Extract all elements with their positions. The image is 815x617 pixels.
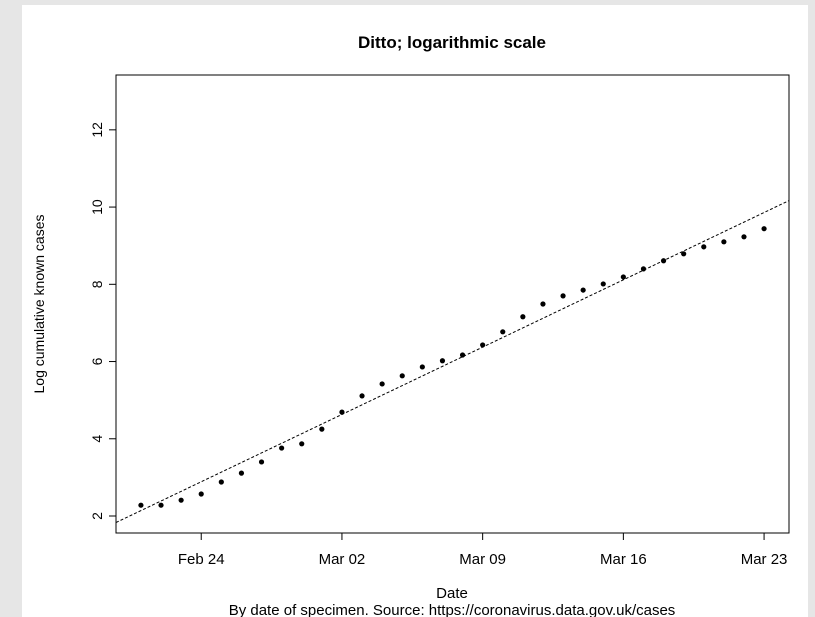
point [439,358,446,364]
point [258,459,265,465]
point [218,479,224,485]
chart-title: Ditto; logarithmic scale [358,33,546,52]
point [761,226,767,232]
plot-box [115,74,790,534]
point [339,409,345,415]
point [560,293,566,299]
point [660,258,667,264]
point [279,445,285,451]
x-tick-label: Mar 09 [459,551,506,568]
point [419,364,425,370]
point [640,266,647,272]
point [138,502,144,508]
point [500,329,506,335]
point [359,393,365,399]
point [600,281,606,287]
point [480,342,486,348]
y-tick-label: 4 [89,435,105,443]
y-tick-label: 8 [89,280,105,288]
point [620,274,626,280]
point [299,441,305,447]
x-tick-label: Mar 02 [319,551,366,568]
point [520,314,526,320]
point [198,491,204,497]
y-tick-label: 12 [89,122,105,138]
point [721,239,727,245]
x-axis-label: Date [436,585,468,602]
point [580,287,586,293]
y-tick-label: 6 [89,357,105,365]
point [681,251,687,257]
point [741,234,747,240]
point [540,301,546,307]
point [379,381,385,387]
x-tick-label: Feb 24 [178,551,225,568]
point [158,502,164,508]
point [319,426,325,432]
point [459,352,466,358]
caption: By date of specimen. Source: https://cor… [229,602,676,617]
panel [22,5,808,617]
point [701,244,707,250]
y-axis-label: Log cumulative known cases [31,215,47,394]
y-tick-label: 2 [89,512,105,520]
x-tick-label: Mar 16 [600,551,647,568]
point [238,470,245,476]
y-tick-label: 10 [89,199,105,215]
x-tick-label: Mar 23 [741,551,788,568]
trend-line [116,200,789,523]
point [399,373,405,379]
point [178,497,184,503]
